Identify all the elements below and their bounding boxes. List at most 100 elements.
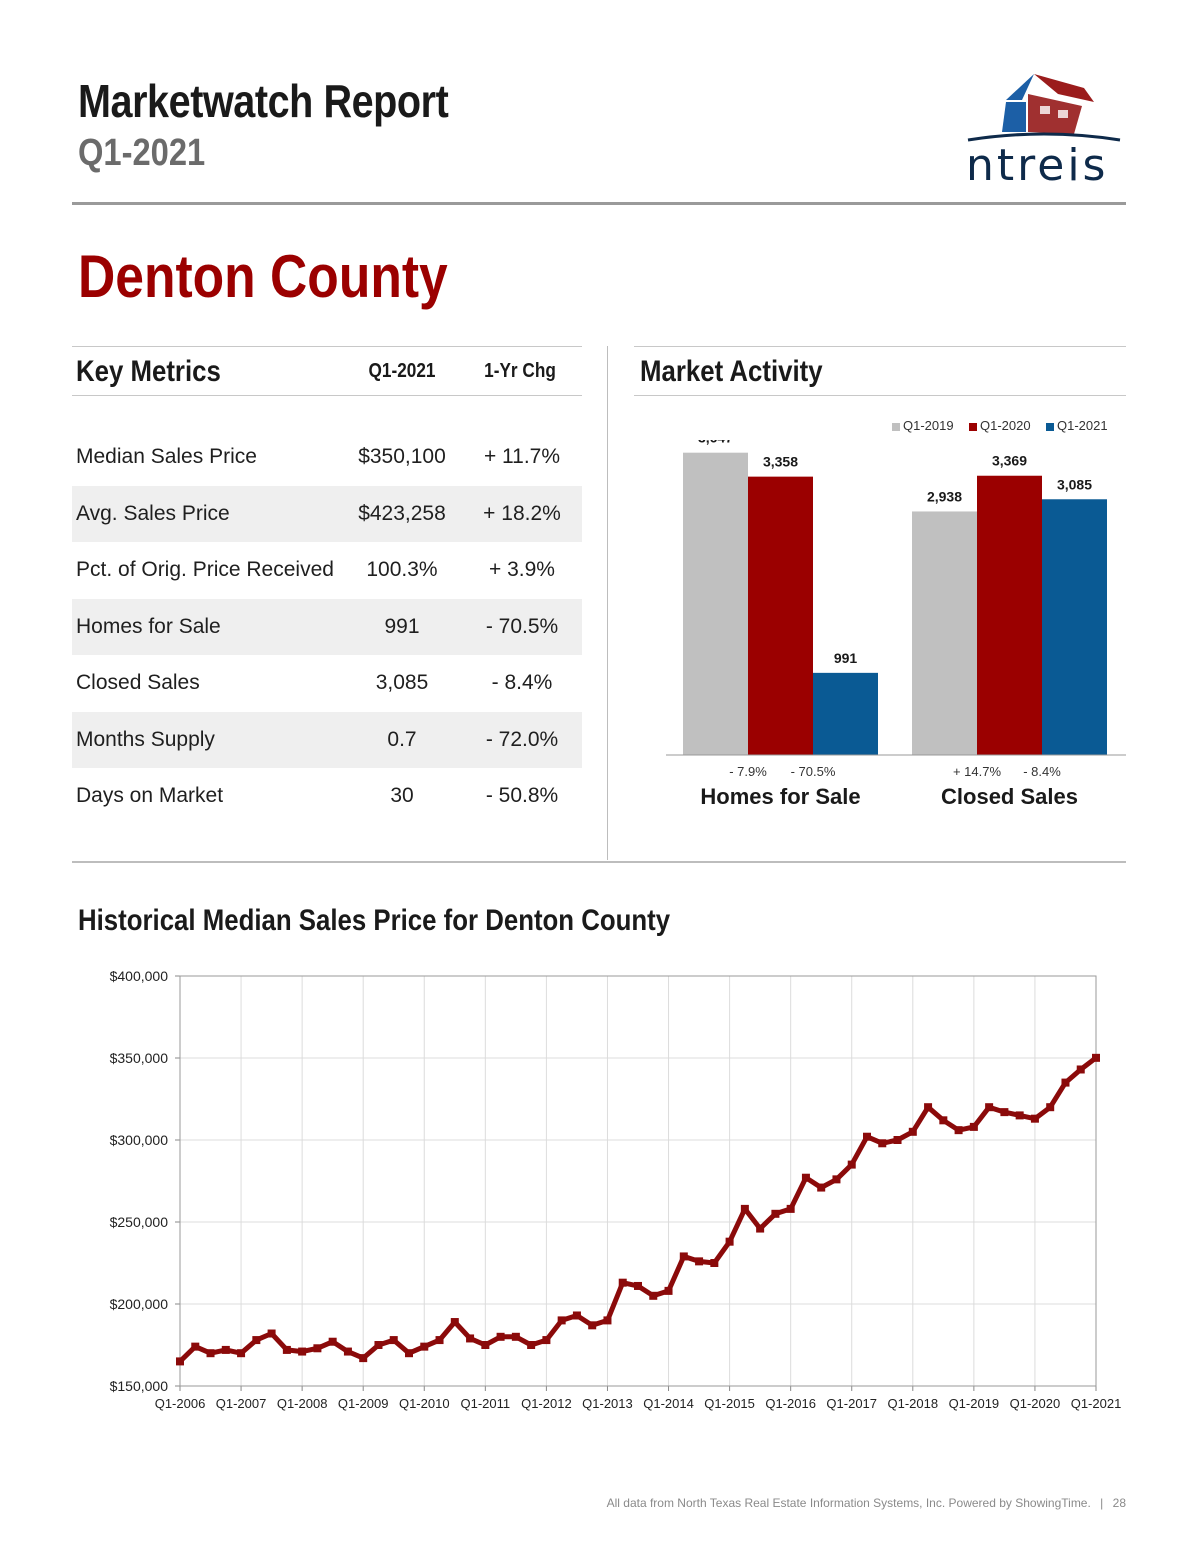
- metric-label: Months Supply: [76, 728, 215, 751]
- data-point: [237, 1349, 246, 1358]
- x-tick-label: Q1-2012: [521, 1396, 572, 1411]
- data-point: [496, 1332, 505, 1341]
- report-title: Marketwatch Report: [78, 75, 449, 127]
- data-point: [969, 1122, 978, 1131]
- legend-item: Q1-2019: [892, 418, 954, 433]
- x-tick-label: Q1-2014: [643, 1396, 694, 1411]
- market-activity-title: Market Activity: [640, 355, 823, 388]
- data-point: [908, 1127, 917, 1136]
- metric-label: Days on Market: [76, 784, 224, 807]
- category-label: Homes for Sale: [700, 784, 860, 809]
- bar: [912, 511, 977, 755]
- metric-value: 0.7: [387, 728, 417, 751]
- data-point: [1092, 1053, 1100, 1062]
- x-tick-label: Q1-2016: [765, 1396, 816, 1411]
- x-tick-label: Q1-2008: [277, 1396, 328, 1411]
- data-point: [298, 1347, 307, 1356]
- metric-change: - 50.8%: [485, 784, 559, 807]
- data-point: [740, 1204, 749, 1213]
- x-tick-label: Q1-2017: [826, 1396, 877, 1411]
- metric-change: - 72.0%: [485, 728, 559, 751]
- data-point: [786, 1204, 795, 1213]
- metric-change: + 3.9%: [489, 558, 555, 581]
- x-tick-label: Q1-2018: [888, 1396, 939, 1411]
- historical-line-chart: Q1-2006 Q1-2007 Q1-2008 Q1-2009 Q1-2010 Q1-20…: [110, 968, 1122, 1411]
- x-tick-label: Q1-2013: [582, 1396, 633, 1411]
- data-point: [221, 1345, 230, 1354]
- metric-row: Closed Sales 3,085 - 8.4%: [72, 655, 582, 711]
- x-tick-label: Q1-2006: [155, 1396, 206, 1411]
- metric-value: $423,258: [358, 502, 446, 525]
- bar: [683, 452, 748, 755]
- bar-value-label: 3,085: [1057, 476, 1092, 492]
- metric-row: Avg. Sales Price $423,258 + 18.2%: [72, 486, 582, 542]
- data-point: [389, 1336, 398, 1345]
- x-tick-label: Q1-2009: [338, 1396, 389, 1411]
- metric-value: $350,100: [358, 445, 446, 468]
- data-point: [374, 1341, 383, 1349]
- data-point: [542, 1336, 551, 1345]
- data-point: [679, 1252, 688, 1261]
- change-label: - 8.4%: [1023, 764, 1061, 779]
- legend-label: Q1-2021: [1057, 418, 1108, 433]
- metrics-top-rule: [72, 346, 582, 347]
- data-point: [1030, 1114, 1039, 1123]
- data-point: [450, 1318, 459, 1327]
- metric-change: + 11.7%: [483, 445, 561, 468]
- metric-row: Median Sales Price $350,100 + 11.7%: [72, 429, 582, 485]
- data-point: [924, 1103, 933, 1112]
- data-point: [878, 1139, 887, 1148]
- data-point: [664, 1286, 673, 1295]
- county-title: Denton County: [78, 243, 448, 310]
- data-point: [1015, 1111, 1024, 1120]
- activity-top-rule: [634, 346, 1126, 347]
- metric-change: - 70.5%: [485, 615, 559, 638]
- data-point: [618, 1278, 627, 1287]
- bar: [748, 476, 813, 755]
- col-header-value: Q1-2021: [368, 360, 436, 382]
- data-point: [435, 1336, 444, 1345]
- data-point: [313, 1344, 322, 1353]
- data-point: [771, 1209, 780, 1218]
- data-point: [847, 1160, 856, 1169]
- activity-header-rule: [634, 395, 1126, 396]
- plot-frame: [179, 975, 1097, 1387]
- x-tick-label: Q1-2020: [1010, 1396, 1061, 1411]
- metric-value: 3,085: [375, 671, 429, 694]
- metrics-header-rule: [72, 395, 582, 396]
- legend-item: Q1-2021: [1046, 418, 1108, 433]
- data-point: [939, 1116, 948, 1125]
- bar: [813, 672, 878, 755]
- y-tick-label: $250,000: [110, 1214, 169, 1230]
- metric-label: Homes for Sale: [76, 615, 221, 638]
- market-activity-chart: 3,647 3,358 991 - 7.9% - 70.5% Homes for Sale…: [666, 440, 1126, 809]
- legend-item: Q1-2020: [969, 418, 1031, 433]
- data-point: [527, 1341, 536, 1349]
- metric-label: Closed Sales: [76, 671, 200, 694]
- data-point: [893, 1136, 902, 1144]
- header-rule: [72, 202, 1126, 205]
- x-tick-label: Q1-2019: [949, 1396, 1000, 1411]
- metric-value: 991: [384, 615, 420, 638]
- data-point: [649, 1291, 658, 1300]
- mid-rule: [72, 861, 1126, 863]
- metric-row: Months Supply 0.7 - 72.0%: [72, 712, 582, 768]
- bar-value-label: 3,647: [698, 440, 733, 446]
- metric-value: 30: [390, 784, 414, 807]
- change-label: + 14.7%: [953, 764, 1002, 779]
- data-point: [466, 1334, 475, 1343]
- page-number: 28: [1112, 1496, 1126, 1510]
- data-point: [359, 1354, 368, 1363]
- data-point: [481, 1341, 490, 1349]
- data-point: [420, 1342, 429, 1351]
- x-tick-label: Q1-2015: [704, 1396, 755, 1411]
- data-point: [343, 1347, 352, 1356]
- metric-row: Homes for Sale 991 - 70.5%: [72, 599, 582, 655]
- metric-row: Pct. of Orig. Price Received 100.3% + 3.…: [72, 542, 582, 598]
- data-point: [1061, 1078, 1070, 1087]
- bar: [1042, 499, 1107, 755]
- y-tick-label: $150,000: [110, 1378, 169, 1394]
- bar-value-label: 3,369: [992, 453, 1027, 469]
- data-point: [1046, 1103, 1055, 1112]
- data-point: [588, 1321, 597, 1330]
